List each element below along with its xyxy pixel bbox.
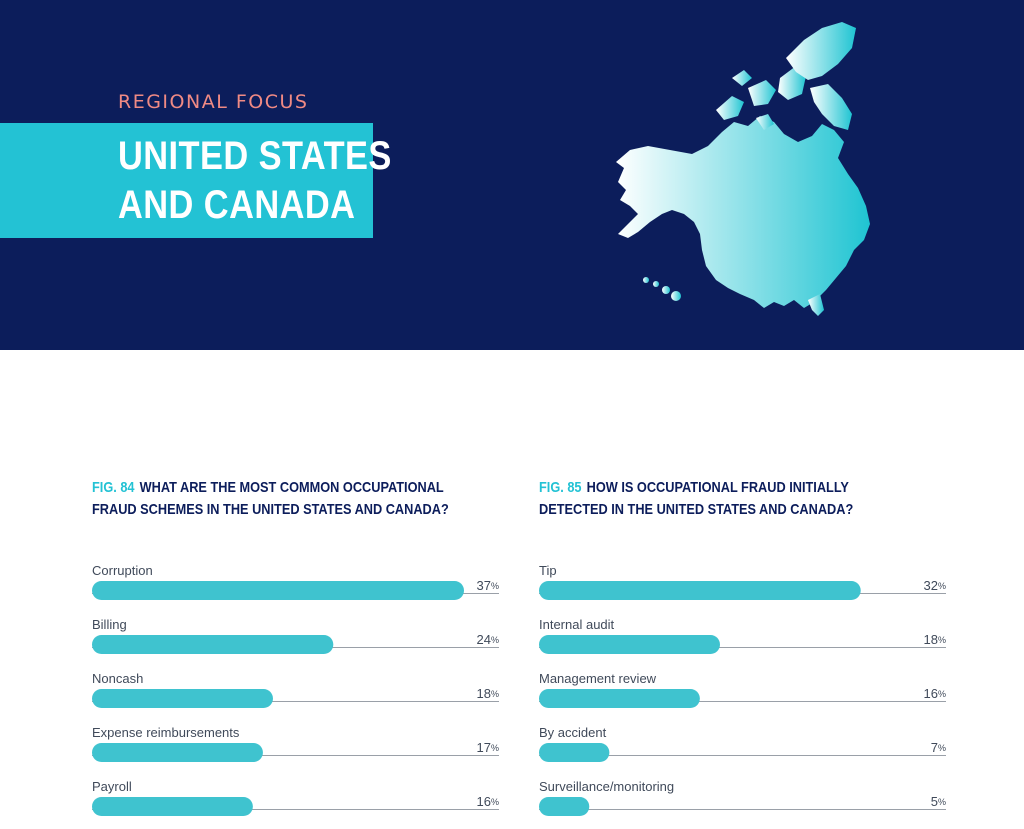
section-eyebrow: REGIONAL FOCUS xyxy=(118,91,309,113)
fig85-bar-chart: Tip 32% Internal audit 18% Management review… xyxy=(539,558,949,828)
bar-category-label: Corruption xyxy=(92,563,153,578)
bar-category-label: Surveillance/monitoring xyxy=(539,779,674,794)
bar-value-label: 18% xyxy=(924,632,946,647)
bar xyxy=(539,743,610,762)
bar-category-label: By accident xyxy=(539,725,607,740)
bar-value-label: 18% xyxy=(477,686,499,701)
bar xyxy=(92,581,464,600)
bar xyxy=(539,689,700,708)
bar-value-label: 5% xyxy=(931,794,946,809)
bar-value-label: 7% xyxy=(931,740,946,755)
bar-value-label: 24% xyxy=(477,632,499,647)
fig84-question: WHAT ARE THE MOST COMMON OCCUPATIONAL FR… xyxy=(92,479,449,518)
bar xyxy=(92,797,253,816)
bar-value-label: 32% xyxy=(924,578,946,593)
bar-value-label: 17% xyxy=(477,740,499,755)
page-title-line-2: AND CANADA xyxy=(118,183,356,227)
fig85-svg: Tip 32% Internal audit 18% Management review… xyxy=(539,563,946,816)
fig85-title: FIG. 85 HOW IS OCCUPATIONAL FRAUD INITIAL… xyxy=(539,477,896,521)
bar xyxy=(539,581,861,600)
bar-category-label: Tip xyxy=(539,563,557,578)
bar-category-label: Noncash xyxy=(92,671,143,686)
fig84-number: FIG. 84 xyxy=(92,479,135,496)
bar-category-label: Billing xyxy=(92,617,127,632)
fig84-bar-chart: Corruption 37% Billing 24% Noncash 18% Expense… xyxy=(92,558,502,828)
bar xyxy=(539,797,590,816)
fig85-question: HOW IS OCCUPATIONAL FRAUD INITIALLY DETE… xyxy=(539,479,854,518)
bar-value-label: 16% xyxy=(477,794,499,809)
bar xyxy=(92,635,334,654)
bar-value-label: 16% xyxy=(924,686,946,701)
bar-category-label: Expense reimbursements xyxy=(92,725,240,740)
bar-value-label: 37% xyxy=(477,578,499,593)
title-band xyxy=(0,123,373,238)
page-title-line-1: UNITED STATES xyxy=(118,134,392,178)
bar-category-label: Internal audit xyxy=(539,617,615,632)
north-america-map-icon xyxy=(616,22,870,316)
fig84-svg: Corruption 37% Billing 24% Noncash 18% Expense… xyxy=(92,563,499,816)
bar-category-label: Payroll xyxy=(92,779,132,794)
fig85-number: FIG. 85 xyxy=(539,479,582,496)
hero-banner: REGIONAL FOCUS UNITED STATES AND CANADA xyxy=(0,0,1024,350)
bar xyxy=(92,689,273,708)
bar xyxy=(92,743,263,762)
fig84-title: FIG. 84 WHAT ARE THE MOST COMMON OCCUPATI… xyxy=(92,477,449,521)
bar xyxy=(539,635,720,654)
bar-category-label: Management review xyxy=(539,671,657,686)
